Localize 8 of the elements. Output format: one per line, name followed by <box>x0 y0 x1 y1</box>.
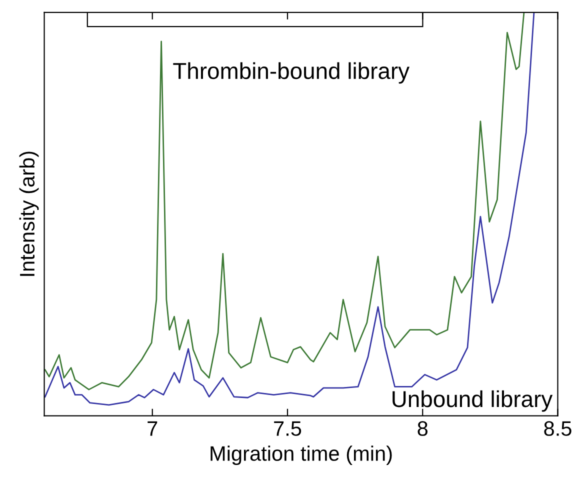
x-tick-label: 8 <box>418 421 428 436</box>
y-axis-title: Intensity (arb) <box>19 152 39 276</box>
x-tick-label: 8.5 <box>544 421 572 436</box>
series-label: Thrombin-bound library <box>173 62 410 84</box>
x-tick-label: 7 <box>148 421 158 436</box>
series-label: Unbound library <box>392 390 553 412</box>
x-tick-label: 7.5 <box>274 421 302 436</box>
x-axis-title: Migration time (min) <box>210 446 392 466</box>
